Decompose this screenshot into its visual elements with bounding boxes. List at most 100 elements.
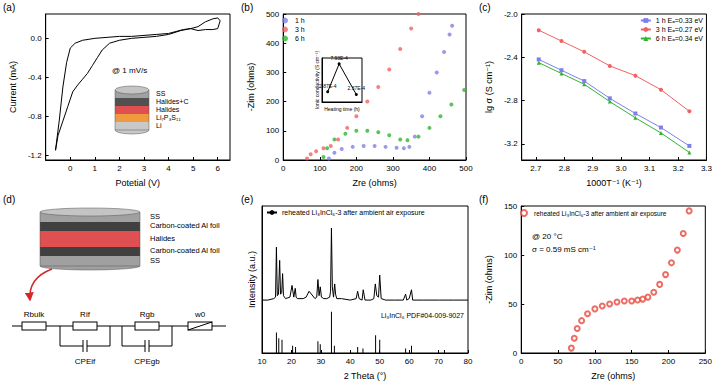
svg-text:1 h: 1 h bbox=[295, 17, 305, 24]
svg-text:Li₇P₃S₁₁: Li₇P₃S₁₁ bbox=[156, 114, 181, 121]
svg-text:-2.8: -2.8 bbox=[504, 96, 518, 105]
svg-text:Li₃InCl₆ PDF#04-009-9027: Li₃InCl₆ PDF#04-009-9027 bbox=[381, 312, 464, 319]
svg-text:3 h: 3 h bbox=[295, 26, 305, 33]
svg-text:500: 500 bbox=[459, 164, 473, 173]
svg-text:(d): (d) bbox=[3, 194, 15, 205]
svg-text:@ 20 °C: @ 20 °C bbox=[532, 232, 563, 241]
svg-text:Ionic conductivity (S cm⁻¹): Ionic conductivity (S cm⁻¹) bbox=[314, 50, 320, 109]
svg-text:reheated Li₃InCl₆-3 after ambi: reheated Li₃InCl₆-3 after ambient air ex… bbox=[282, 209, 425, 217]
svg-text:Current (mA): Current (mA) bbox=[8, 61, 18, 113]
svg-text:250: 250 bbox=[699, 357, 713, 366]
svg-text:-2.4: -2.4 bbox=[504, 53, 518, 62]
svg-text:CPEgb: CPEgb bbox=[134, 357, 160, 366]
svg-text:3.2: 3.2 bbox=[672, 164, 684, 173]
svg-text:2.37E-4: 2.37E-4 bbox=[348, 85, 366, 91]
svg-text:2.87E-4: 2.87E-4 bbox=[319, 83, 337, 89]
svg-text:Carbon-coated Al foil: Carbon-coated Al foil bbox=[150, 246, 220, 255]
svg-text:500: 500 bbox=[266, 10, 280, 19]
svg-text:40: 40 bbox=[346, 357, 355, 366]
svg-text:0: 0 bbox=[68, 164, 73, 173]
svg-text:5: 5 bbox=[191, 164, 196, 173]
svg-text:2 Theta (°): 2 Theta (°) bbox=[344, 371, 386, 381]
svg-text:7.93E-4: 7.93E-4 bbox=[330, 55, 348, 61]
svg-text:3.3: 3.3 bbox=[701, 164, 713, 173]
svg-text:(a): (a) bbox=[3, 2, 15, 13]
svg-text:2.9: 2.9 bbox=[587, 164, 599, 173]
svg-text:reheated Li₃InCl₆-3 after ambi: reheated Li₃InCl₆-3 after ambient air ex… bbox=[534, 210, 667, 218]
svg-text:200: 200 bbox=[350, 164, 364, 173]
svg-text:-Zim (ohms): -Zim (ohms) bbox=[246, 63, 256, 112]
svg-text:lg σ (S cm⁻¹): lg σ (S cm⁻¹) bbox=[484, 61, 494, 113]
svg-text:-2.0: -2.0 bbox=[504, 10, 518, 19]
svg-text:Carbon-coated Al foil: Carbon-coated Al foil bbox=[150, 221, 220, 230]
svg-text:50: 50 bbox=[375, 357, 384, 366]
svg-text:100: 100 bbox=[588, 357, 602, 366]
svg-text:150: 150 bbox=[504, 202, 518, 211]
svg-text:3.1: 3.1 bbox=[644, 164, 656, 173]
svg-text:20: 20 bbox=[287, 357, 296, 366]
svg-text:10: 10 bbox=[258, 357, 267, 366]
svg-text:SS: SS bbox=[156, 90, 166, 97]
svg-text:2.7: 2.7 bbox=[530, 164, 542, 173]
svg-text:80: 80 bbox=[464, 357, 473, 366]
svg-text:Halides: Halides bbox=[150, 234, 175, 243]
svg-text:30: 30 bbox=[316, 357, 325, 366]
svg-text:w0: w0 bbox=[194, 310, 206, 319]
svg-text:100: 100 bbox=[313, 164, 327, 173]
svg-text:200: 200 bbox=[662, 357, 676, 366]
svg-text:Rgb: Rgb bbox=[140, 310, 155, 319]
svg-text:50: 50 bbox=[554, 357, 563, 366]
svg-text:Halides: Halides bbox=[156, 106, 180, 113]
svg-text:400: 400 bbox=[423, 164, 437, 173]
svg-text:1: 1 bbox=[93, 164, 98, 173]
svg-text:300: 300 bbox=[266, 68, 280, 77]
svg-text:100: 100 bbox=[504, 251, 518, 260]
svg-text:-Zim (ohms): -Zim (ohms) bbox=[484, 255, 494, 304]
svg-text:3: 3 bbox=[142, 164, 147, 173]
svg-text:σ = 0.59 mS cm⁻¹: σ = 0.59 mS cm⁻¹ bbox=[532, 245, 596, 254]
svg-text:Intensity (a.u.): Intensity (a.u.) bbox=[247, 251, 257, 308]
svg-text:50: 50 bbox=[508, 300, 517, 309]
svg-text:@ 1 mV/s: @ 1 mV/s bbox=[112, 66, 147, 75]
svg-text:-0.8: -0.8 bbox=[28, 112, 42, 121]
svg-text:300: 300 bbox=[386, 164, 400, 173]
svg-text:0: 0 bbox=[513, 349, 518, 358]
svg-text:-0.4: -0.4 bbox=[28, 73, 42, 82]
svg-text:(b): (b) bbox=[241, 2, 253, 13]
svg-text:0: 0 bbox=[275, 156, 280, 165]
svg-text:0: 0 bbox=[519, 357, 524, 366]
svg-text:200: 200 bbox=[266, 97, 280, 106]
svg-text:SS: SS bbox=[150, 212, 160, 221]
svg-text:3.0: 3.0 bbox=[616, 164, 628, 173]
svg-text:0.0: 0.0 bbox=[31, 34, 43, 43]
svg-text:6 h: 6 h bbox=[295, 35, 305, 42]
svg-text:60: 60 bbox=[405, 357, 414, 366]
svg-text:70: 70 bbox=[434, 357, 443, 366]
svg-text:150: 150 bbox=[625, 357, 639, 366]
svg-text:-1.2: -1.2 bbox=[28, 151, 42, 160]
svg-text:6: 6 bbox=[215, 164, 220, 173]
svg-text:6 h Eₐ=0.34 eV: 6 h Eₐ=0.34 eV bbox=[656, 35, 703, 42]
svg-text:Potetial (V): Potetial (V) bbox=[116, 178, 161, 188]
svg-text:Rbulk: Rbulk bbox=[24, 310, 45, 319]
svg-text:Rif: Rif bbox=[80, 310, 91, 319]
svg-text:CPEif: CPEif bbox=[75, 357, 96, 366]
svg-text:1000T⁻¹ (K⁻¹): 1000T⁻¹ (K⁻¹) bbox=[586, 178, 642, 188]
svg-text:3 h Eₐ=0.27 eV: 3 h Eₐ=0.27 eV bbox=[656, 26, 703, 33]
svg-text:Li: Li bbox=[156, 122, 162, 129]
svg-text:2.8: 2.8 bbox=[559, 164, 571, 173]
svg-text:0: 0 bbox=[281, 164, 286, 173]
svg-text:(c): (c) bbox=[479, 2, 491, 13]
svg-text:2: 2 bbox=[117, 164, 122, 173]
svg-text:(e): (e) bbox=[241, 194, 253, 205]
svg-text:Halides+C: Halides+C bbox=[156, 98, 189, 105]
svg-text:SS: SS bbox=[150, 256, 160, 265]
svg-text:1 h Eₐ=0.33 eV: 1 h Eₐ=0.33 eV bbox=[656, 17, 703, 24]
svg-text:-3.2: -3.2 bbox=[504, 139, 518, 148]
svg-text:400: 400 bbox=[266, 39, 280, 48]
svg-text:Zre (ohms): Zre (ohms) bbox=[353, 178, 397, 188]
svg-text:Heating time (h): Heating time (h) bbox=[324, 106, 360, 112]
svg-text:100: 100 bbox=[266, 126, 280, 135]
svg-text:(f): (f) bbox=[479, 194, 488, 205]
svg-text:4: 4 bbox=[166, 164, 171, 173]
